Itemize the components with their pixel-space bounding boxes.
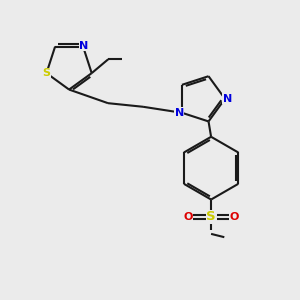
Text: O: O [183, 212, 193, 222]
Text: N: N [79, 41, 88, 51]
Text: N: N [223, 94, 232, 104]
Text: S: S [43, 68, 50, 78]
Text: S: S [206, 210, 216, 223]
Text: N: N [175, 108, 184, 118]
Text: O: O [230, 212, 239, 222]
